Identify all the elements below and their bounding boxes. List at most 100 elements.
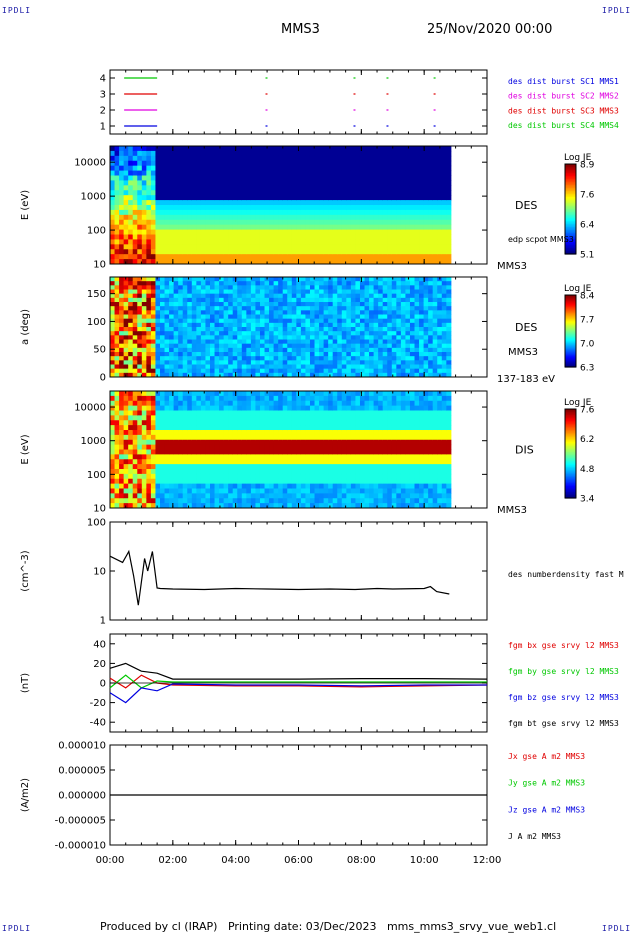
spectrogram-cell: [205, 498, 211, 504]
spectrogram-cell: [382, 165, 388, 172]
spectrogram-cell: [241, 150, 247, 157]
spectrogram-cell: [250, 234, 256, 240]
spectrogram-cell: [205, 335, 211, 340]
spectrogram-cell: [128, 347, 134, 353]
spectrogram-cell: [114, 339, 120, 345]
spectrogram-cell: [237, 229, 243, 235]
spectrogram-cell: [123, 339, 129, 345]
spectrogram-cell: [364, 170, 370, 176]
spectrogram-cell: [141, 259, 147, 265]
spectrogram-cell: [264, 146, 270, 152]
spectrogram-cell: [387, 219, 393, 226]
spectrogram-cell: [178, 314, 184, 320]
spectrogram-cell: [350, 306, 356, 311]
spectrogram-cell: [137, 405, 143, 411]
spectrogram-cell: [364, 306, 370, 311]
spectrogram-cell: [228, 281, 234, 286]
spectrogram-cell: [110, 289, 116, 295]
spectrogram-cell: [228, 395, 234, 402]
spectrogram-cell: [169, 293, 175, 299]
spectrogram-cell: [432, 314, 438, 320]
spectrogram-cell: [441, 150, 447, 157]
spectrogram-cell: [278, 434, 284, 441]
spectrogram-cell: [191, 356, 197, 361]
spectrogram-cell: [423, 239, 429, 245]
spectrogram-cell: [146, 483, 152, 489]
spectrogram-cell: [378, 229, 384, 235]
spectrogram-cell: [273, 277, 279, 282]
spectrogram-cell: [287, 335, 293, 340]
spectrogram-cell: [278, 339, 284, 345]
colorbar-step: [565, 188, 576, 191]
spectrogram-cell: [419, 277, 425, 282]
spectrogram-cell: [196, 343, 202, 349]
spectrogram-cell: [364, 239, 370, 245]
spectrogram-cell: [264, 190, 270, 196]
spectrogram-cell: [255, 368, 261, 374]
spectrogram-cell: [441, 234, 447, 240]
spectrogram-cell: [119, 302, 125, 307]
spectrogram-cell: [319, 200, 325, 206]
spectrogram-cell: [396, 150, 402, 157]
spectrogram-cell: [282, 244, 288, 250]
spectrogram-cell: [137, 219, 143, 226]
spectrogram-cell: [205, 488, 211, 494]
spectrogram-cell: [205, 356, 211, 361]
spectrogram-cell: [328, 170, 334, 176]
spectrogram-cell: [328, 239, 334, 245]
colorbar-step: [565, 218, 576, 221]
spectrogram-cell: [123, 464, 129, 470]
spectrogram-cell: [346, 277, 352, 282]
spectrogram-cell: [259, 478, 266, 485]
spectrogram-cell: [159, 318, 166, 324]
spectrogram-cell: [364, 249, 370, 255]
spectrogram-cell: [264, 364, 270, 370]
spectrogram-cell: [141, 503, 147, 509]
spectrogram-cell: [346, 372, 352, 378]
spectrogram-cell: [173, 254, 179, 260]
spectrogram-cell: [191, 281, 197, 286]
spectrogram-cell: [319, 372, 325, 378]
spectrogram-cell: [191, 395, 197, 402]
colorbar-step: [565, 332, 576, 334]
spectrogram-cell: [196, 289, 202, 295]
spectrogram-cell: [428, 310, 434, 315]
spectrogram-cell: [246, 425, 252, 431]
spectrogram-cell: [182, 347, 188, 353]
spectrogram-cell: [178, 415, 184, 421]
spectrogram-cell: [355, 170, 361, 176]
spectrogram-cell: [150, 430, 156, 436]
spectrogram-cell: [150, 229, 156, 235]
spectrogram-cell: [282, 391, 288, 397]
spectrogram-cell: [373, 339, 379, 345]
spectrogram-cell: [219, 478, 225, 485]
spectrogram-cell: [123, 420, 129, 426]
spectrogram-cell: [246, 249, 252, 255]
spectrogram-cell: [273, 234, 279, 240]
spectrogram-cell: [196, 415, 202, 421]
spectrogram-cell: [146, 239, 152, 245]
spectrogram-cell: [432, 339, 438, 345]
spectrogram-cell: [200, 259, 206, 265]
spectrogram-cell: [241, 170, 247, 176]
spectrogram-cell: [305, 368, 311, 374]
spectrogram-cell: [159, 180, 166, 186]
spectrogram-cell: [309, 160, 316, 167]
spectrogram-cell: [382, 259, 388, 265]
spectrogram-cell: [232, 200, 238, 206]
spectrogram-cell: [173, 219, 179, 226]
spectrogram-cell: [182, 430, 188, 436]
spectrogram-cell: [300, 318, 306, 324]
spectrogram-cell: [223, 160, 229, 167]
spectrogram-cell: [169, 214, 175, 221]
spectrogram-cell: [200, 185, 206, 191]
spectrogram-cell: [255, 439, 261, 446]
spectrogram-cell: [346, 306, 352, 311]
spectrogram-cell: [446, 356, 452, 361]
spectrogram-cell: [209, 277, 216, 282]
spectrogram-cell: [110, 391, 116, 397]
spectrogram-cell: [223, 347, 229, 353]
spectrogram-cell: [246, 146, 252, 152]
spectrogram-cell: [432, 175, 438, 181]
spectrogram-cell: [273, 364, 279, 370]
